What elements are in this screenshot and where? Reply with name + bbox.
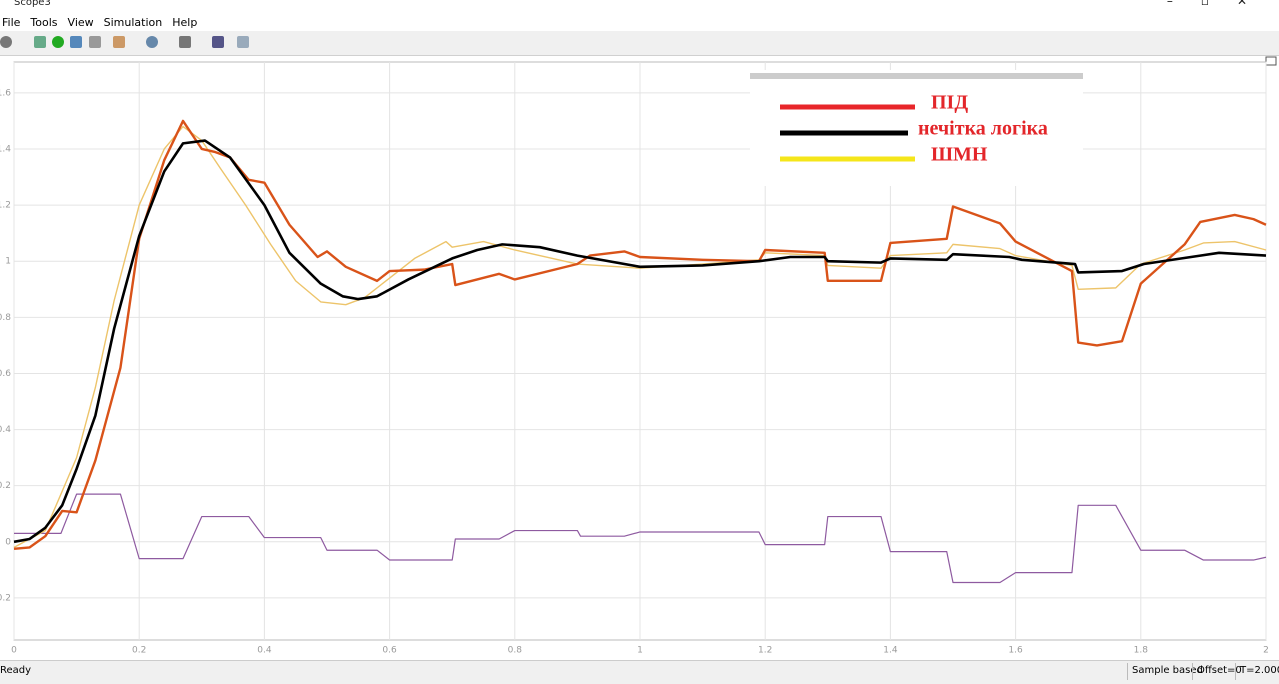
y-tick-label: 1.4 <box>0 144 11 154</box>
stop-button[interactable] <box>89 36 101 48</box>
x-tick-label: 1.2 <box>758 646 772 656</box>
legend-box <box>750 70 1083 186</box>
window-title: Scope3 <box>14 0 51 8</box>
step-back-button[interactable] <box>34 36 46 48</box>
legend-label: ПІД <box>931 92 968 114</box>
legend-label: ШМН <box>931 144 988 166</box>
series-line <box>13 125 1267 549</box>
x-tick-label: 2 <box>1263 646 1269 656</box>
series-line <box>13 119 1267 551</box>
window-controls[interactable]: –▫✕ <box>1166 0 1275 8</box>
y-tick-label: 1 <box>5 257 11 267</box>
series-line <box>14 493 1267 584</box>
status-mode: Sample based <box>1127 663 1207 680</box>
y-tick-label: 0.6 <box>0 369 11 379</box>
menu-item[interactable]: File <box>2 15 21 29</box>
y-tick-label: 0 <box>5 537 11 547</box>
y-tick-label: 1.6 <box>0 88 11 98</box>
scale-button[interactable] <box>179 36 191 48</box>
highlight-button[interactable] <box>113 36 125 48</box>
run-button[interactable] <box>52 36 64 48</box>
scope-plot: 0.2 0 0.2 0.4 0.6 0.8 1 1.2 1.4 1.6 0 0.2 0.4 0.6 0.8 1… <box>0 56 1277 656</box>
series-line <box>13 139 1267 544</box>
undock-button[interactable] <box>1265 56 1277 66</box>
y-tick-label: 0.2 <box>0 593 11 603</box>
x-tick-label: 1 <box>637 646 643 656</box>
toolbar <box>0 31 1279 56</box>
x-tick-label: 1.6 <box>1008 646 1023 656</box>
x-tick-label: 1.8 <box>1134 646 1149 656</box>
x-tick-label: 1.4 <box>883 646 898 656</box>
status-text: Ready <box>0 665 32 676</box>
x-tick-label: 0.8 <box>508 646 523 656</box>
x-tick-label: 0.6 <box>382 646 397 656</box>
zoom-button[interactable] <box>146 36 158 48</box>
step-button[interactable] <box>70 36 82 48</box>
y-tick-label: 0.4 <box>0 425 11 435</box>
y-tick-label: 0.8 <box>0 313 11 323</box>
title-bar: Scope3 –▫✕ <box>0 0 1279 12</box>
x-tick-label: 0.4 <box>257 646 272 656</box>
status-offset: Offset=0 <box>1192 663 1246 680</box>
menu-item[interactable]: Help <box>172 15 198 29</box>
menu-item[interactable]: View <box>67 15 94 29</box>
edit-button[interactable] <box>237 36 249 48</box>
x-tick-label: 0 <box>11 646 17 656</box>
menu-bar: File Tools View Simulation Help <box>0 13 1279 31</box>
x-tick-label: 0.2 <box>132 646 146 656</box>
menu-item[interactable]: Simulation <box>103 15 163 29</box>
status-time: T=2.000 <box>1235 663 1279 680</box>
triggers-button[interactable] <box>212 36 224 48</box>
menu-item[interactable]: Tools <box>30 15 58 29</box>
y-tick-label: 1.2 <box>0 201 11 211</box>
legend-label: нечітка логіка <box>918 118 1048 140</box>
status-bar: Ready Sample based Offset=0 T=2.000 <box>0 660 1279 684</box>
y-tick-label: 0.2 <box>0 481 11 491</box>
settings-button[interactable] <box>0 36 12 48</box>
